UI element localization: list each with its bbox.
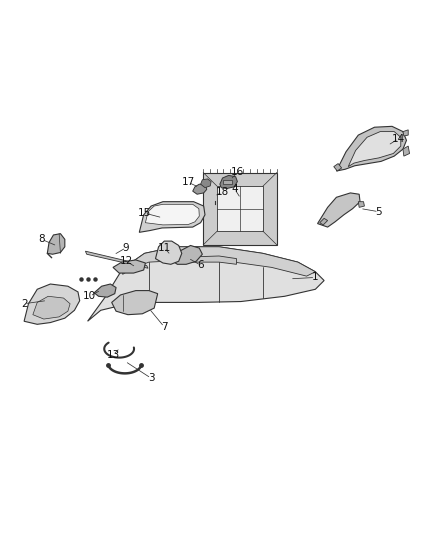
Polygon shape — [201, 179, 211, 188]
Polygon shape — [336, 126, 406, 171]
Polygon shape — [112, 290, 158, 314]
Text: 18: 18 — [216, 187, 229, 197]
Polygon shape — [33, 296, 70, 319]
Circle shape — [46, 302, 57, 312]
Polygon shape — [348, 132, 401, 167]
Text: 16: 16 — [231, 167, 244, 177]
Polygon shape — [88, 247, 324, 321]
Polygon shape — [24, 284, 80, 324]
Polygon shape — [145, 204, 199, 225]
Polygon shape — [94, 284, 116, 297]
Text: 12: 12 — [120, 256, 133, 266]
Polygon shape — [223, 180, 232, 184]
Text: 6: 6 — [197, 260, 204, 270]
Text: 8: 8 — [38, 235, 45, 244]
Text: 5: 5 — [375, 207, 382, 217]
Text: 11: 11 — [158, 243, 171, 253]
Text: 9: 9 — [123, 243, 130, 253]
Text: 4: 4 — [231, 183, 238, 193]
Text: 13: 13 — [106, 350, 120, 360]
Polygon shape — [203, 173, 277, 245]
Polygon shape — [47, 233, 65, 254]
Polygon shape — [123, 247, 315, 276]
Polygon shape — [85, 251, 148, 268]
Polygon shape — [403, 130, 408, 136]
Polygon shape — [358, 201, 364, 207]
Text: 3: 3 — [148, 373, 155, 383]
Text: 15: 15 — [138, 208, 151, 218]
Polygon shape — [217, 186, 263, 231]
Text: 14: 14 — [392, 134, 405, 143]
Polygon shape — [193, 184, 207, 194]
Polygon shape — [220, 175, 237, 189]
Polygon shape — [212, 190, 219, 201]
Polygon shape — [318, 193, 360, 227]
Text: 1: 1 — [312, 272, 319, 282]
Text: 10: 10 — [83, 291, 96, 301]
Polygon shape — [320, 219, 328, 225]
Polygon shape — [184, 256, 237, 264]
Text: 2: 2 — [21, 298, 28, 309]
Polygon shape — [171, 246, 202, 264]
Polygon shape — [403, 146, 410, 156]
Polygon shape — [334, 164, 342, 171]
Text: 7: 7 — [161, 322, 168, 332]
Text: 17: 17 — [182, 177, 195, 188]
Polygon shape — [113, 260, 145, 273]
Polygon shape — [139, 201, 205, 232]
Polygon shape — [155, 241, 182, 264]
